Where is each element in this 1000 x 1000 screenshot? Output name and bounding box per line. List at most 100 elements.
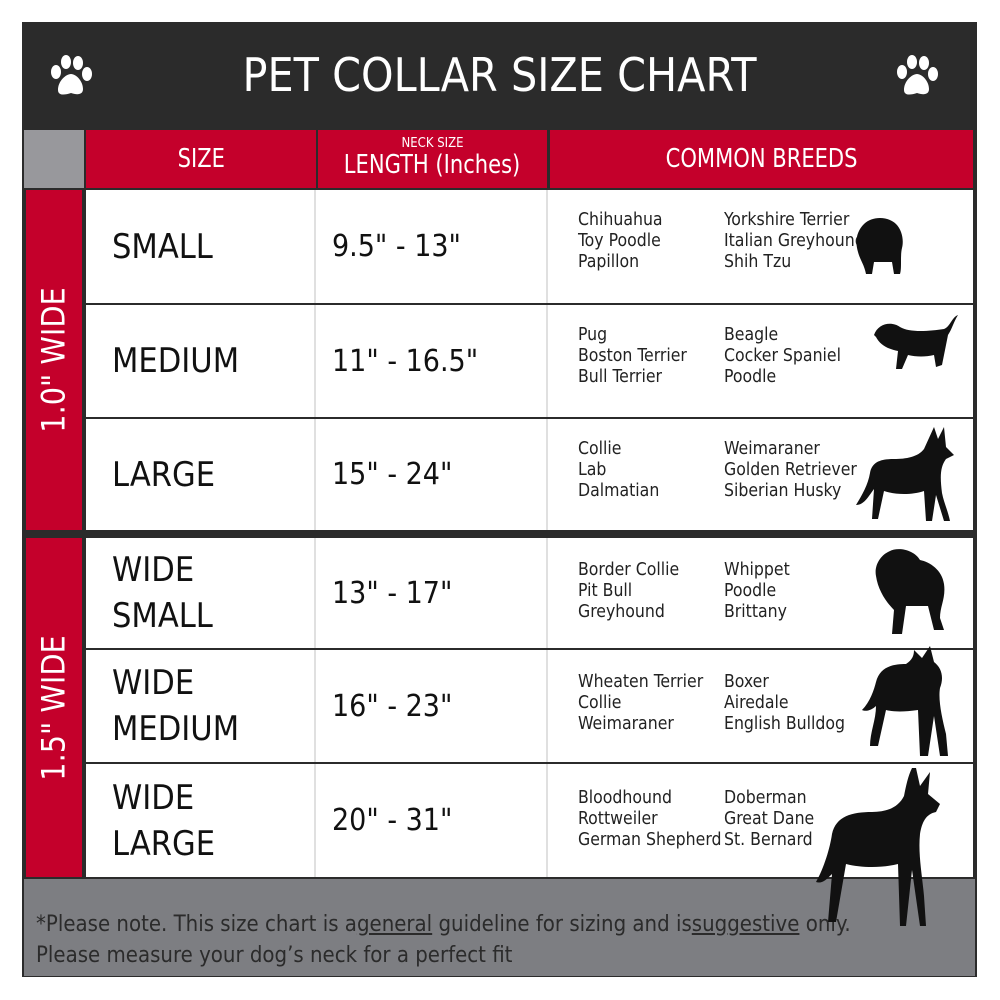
length-value: 15" - 24" — [332, 457, 453, 492]
note-underline: general — [356, 912, 433, 937]
band-1-5-wide: 1.5" WIDE — [26, 538, 82, 877]
size-label: WIDE — [112, 777, 195, 818]
breed-name: English Bulldog — [724, 714, 846, 734]
pitbull-icon — [862, 646, 948, 756]
breed-name: Whippet — [724, 560, 790, 580]
breed-name: Brittany — [724, 602, 787, 622]
note-text: only. — [799, 912, 851, 937]
length-cell: 15" - 24" — [316, 419, 548, 530]
paw-icon — [51, 55, 92, 95]
size-label: LARGE — [112, 823, 216, 864]
note-text: *Please note. This size chart is a — [36, 912, 357, 937]
breed-name: Pit Bull — [578, 581, 633, 601]
breeds-cell: Bloodhound Rottweiler German Shepherd Dober… — [548, 764, 973, 926]
breed-name: Boston Terrier — [578, 346, 687, 366]
size-label: WIDE — [112, 550, 195, 590]
breed-name: Collie — [578, 439, 622, 459]
breeds-cell: Wheaten Terrier Collie Weimaraner Boxer Aire… — [548, 646, 973, 762]
length-value: 16" - 23" — [332, 688, 453, 724]
size-label: MEDIUM — [112, 341, 240, 381]
size-label: SMALL — [112, 596, 213, 636]
header-length-sub: NECK SIZE — [401, 136, 464, 151]
breeds-cell: Pug Boston Terrier Bull Terrier Beagle Cocke… — [548, 305, 973, 417]
breed-name: Weimaraner — [724, 439, 820, 459]
breed-name: Toy Poodle — [578, 231, 661, 251]
note-underline: suggestive — [691, 912, 800, 937]
table-row: WIDE LARGE 20" - 31" Bloodhound Rottweiler… — [86, 764, 973, 926]
length-cell: 16" - 23" — [316, 650, 548, 762]
breed-name: Pug — [578, 325, 608, 345]
breed-name: Chihuahua — [578, 210, 663, 230]
shepherd-dog-icon — [856, 427, 954, 521]
breed-name: Greyhound — [578, 602, 665, 622]
breed-name: Beagle — [724, 325, 779, 345]
breed-name: Papillon — [578, 252, 640, 272]
breed-name: Airedale — [724, 693, 789, 713]
breed-name: Bull Terrier — [578, 367, 663, 387]
header-size: SIZE — [86, 130, 316, 188]
size-cell: MEDIUM — [86, 305, 316, 417]
breed-name: Dalmatian — [578, 481, 660, 501]
breeds-cell: Chihuahua Toy Poodle Papillon Yorkshire Ter… — [548, 190, 973, 303]
note-text: Please measure your dog’s neck for a per… — [36, 943, 513, 968]
page-title: PET COLLAR SIZE CHART — [22, 22, 977, 128]
band-label: 1.0" WIDE — [35, 287, 74, 433]
size-label: SMALL — [112, 226, 213, 267]
breed-name: Siberian Husky — [724, 481, 842, 501]
size-label: LARGE — [112, 454, 216, 495]
breed-name: Collie — [578, 693, 622, 713]
size-cell: LARGE — [86, 419, 316, 530]
breed-name: St. Bernard — [724, 830, 813, 850]
table-row: LARGE 15" - 24" Collie Lab Dalmatian Weimar… — [86, 419, 973, 530]
note-text: guideline for sizing and is — [432, 912, 692, 937]
breed-name: Shih Tzu — [724, 252, 792, 272]
size-cell: WIDE MEDIUM — [86, 650, 316, 762]
length-cell: 9.5" - 13" — [316, 190, 548, 303]
length-cell: 11" - 16.5" — [316, 305, 548, 417]
length-value: 11" - 16.5" — [332, 343, 479, 379]
small-dog-icon — [856, 218, 903, 274]
header-length: NECK SIZE LENGTH (Inches) — [318, 130, 547, 188]
size-cell: WIDE LARGE — [86, 764, 316, 877]
breeds-cell: Collie Lab Dalmatian Weimaraner Golden Retri… — [548, 419, 973, 530]
table-row: MEDIUM 11" - 16.5" Pug Boston Terrier Bull… — [86, 305, 973, 417]
breed-name: Golden Retriever — [724, 460, 857, 480]
table-row: WIDE SMALL 13" - 17" Border Collie Pit Bul… — [86, 538, 973, 648]
header-breeds: COMMON BREEDS — [550, 130, 973, 188]
paw-icon — [897, 55, 938, 95]
band-label: 1.5" WIDE — [35, 634, 74, 781]
breed-name: Cocker Spaniel — [724, 346, 841, 366]
size-cell: SMALL — [86, 190, 316, 303]
breeds-cell: Border Collie Pit Bull Greyhound Whippet Poo… — [548, 538, 973, 648]
band-1-wide: 1.0" WIDE — [26, 190, 82, 530]
breed-name: Italian Greyhound — [724, 231, 865, 251]
breed-name: Rottweiler — [578, 809, 658, 829]
dachshund-icon — [874, 315, 958, 369]
title-text: PET COLLAR SIZE CHART — [242, 48, 757, 102]
doberman-icon — [816, 768, 940, 926]
length-value: 13" - 17" — [332, 575, 453, 611]
breed-name: Weimaraner — [578, 714, 674, 734]
breed-name: German Shepherd — [578, 830, 722, 850]
header-length-label: LENGTH (Inches) — [344, 150, 521, 180]
length-value: 20" - 31" — [332, 803, 453, 838]
size-cell: WIDE SMALL — [86, 538, 316, 648]
table-row: WIDE MEDIUM 16" - 23" Wheaten Terrier Coll… — [86, 646, 973, 762]
breed-name: Border Collie — [578, 560, 680, 580]
length-cell: 13" - 17" — [316, 538, 548, 648]
bulldog-icon — [875, 549, 945, 634]
length-value: 9.5" - 13" — [332, 229, 461, 264]
length-cell: 20" - 31" — [316, 764, 548, 877]
table-row: SMALL 9.5" - 13" Chihuahua Toy Poodle Papi… — [86, 190, 973, 303]
breed-name: Yorkshire Terrier — [724, 210, 850, 230]
breed-name: Doberman — [724, 788, 807, 808]
header-size-label: SIZE — [177, 144, 225, 174]
corner-cell — [24, 130, 84, 188]
disclaimer-note: *Please note. This size chart is agenera… — [24, 879, 975, 976]
breed-name: Poodle — [724, 367, 777, 387]
breed-name: Poodle — [724, 581, 777, 601]
breed-name: Lab — [578, 460, 607, 480]
breed-name: Bloodhound — [578, 788, 673, 808]
breed-name: Wheaten Terrier — [578, 672, 704, 692]
header-breeds-label: COMMON BREEDS — [665, 144, 858, 174]
